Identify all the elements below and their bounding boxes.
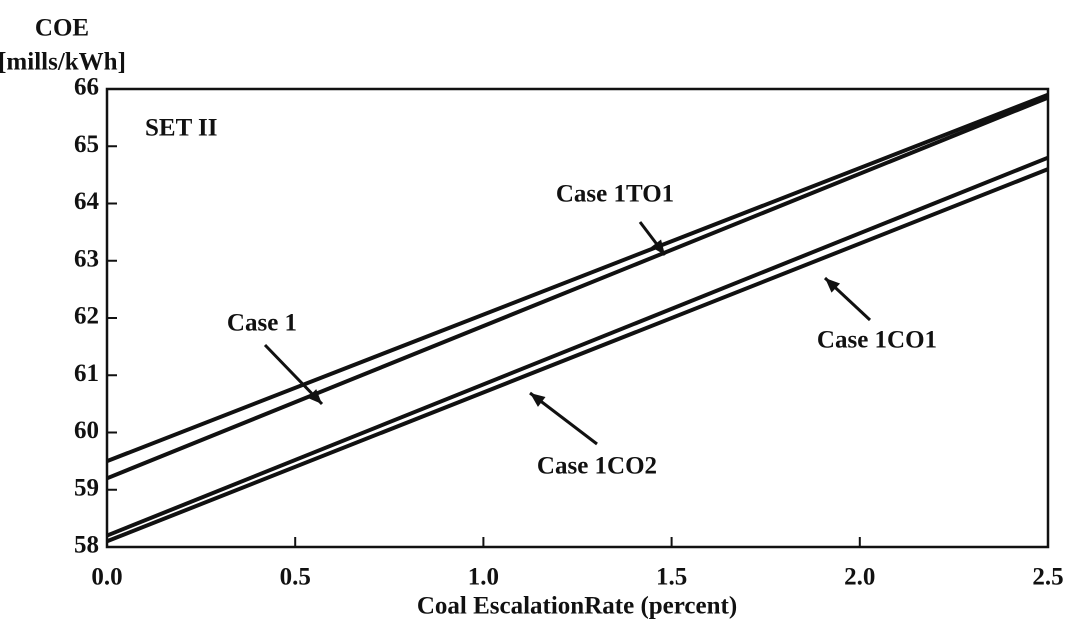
line (106, 95, 1049, 481)
arrow-head (530, 393, 546, 407)
y-tick-label: 63 (74, 245, 99, 272)
line (106, 167, 1049, 544)
x-tick-label: 1.5 (656, 564, 687, 591)
y-tick-label: 59 (74, 474, 99, 501)
x-tick-label: 2.5 (1032, 564, 1063, 591)
y-tick-label: 62 (74, 303, 99, 330)
arrow-head (825, 278, 841, 293)
arrow-head (651, 239, 665, 255)
y-tick-label: 65 (74, 131, 99, 158)
x-axis-label: Coal EscalationRate (percent) (417, 593, 737, 620)
y-tick-label: 58 (74, 532, 99, 559)
x-tick-label: 2.0 (844, 564, 875, 591)
y-tick-label: 61 (74, 360, 99, 387)
y-tick-label: 64 (74, 188, 100, 215)
y-tick-label: 60 (74, 417, 99, 444)
x-tick-label: 0.0 (91, 564, 122, 591)
line (106, 155, 1049, 538)
line (106, 92, 1049, 463)
annotation: Case 1CO2 (537, 453, 657, 480)
arrow-head (307, 389, 322, 404)
x-tick-label: 0.5 (280, 564, 311, 591)
annotation: Case 1 (227, 310, 297, 337)
annotation: Case 1TO1 (556, 181, 674, 208)
y-tick-label: 66 (74, 74, 99, 101)
x-tick-label: 1.0 (468, 564, 499, 591)
y-axis-label: COE (35, 15, 89, 42)
y-axis-label: [mills/kWh] (0, 49, 126, 76)
annotation: SET II (145, 115, 218, 142)
annotation: Case 1CO1 (817, 327, 937, 354)
